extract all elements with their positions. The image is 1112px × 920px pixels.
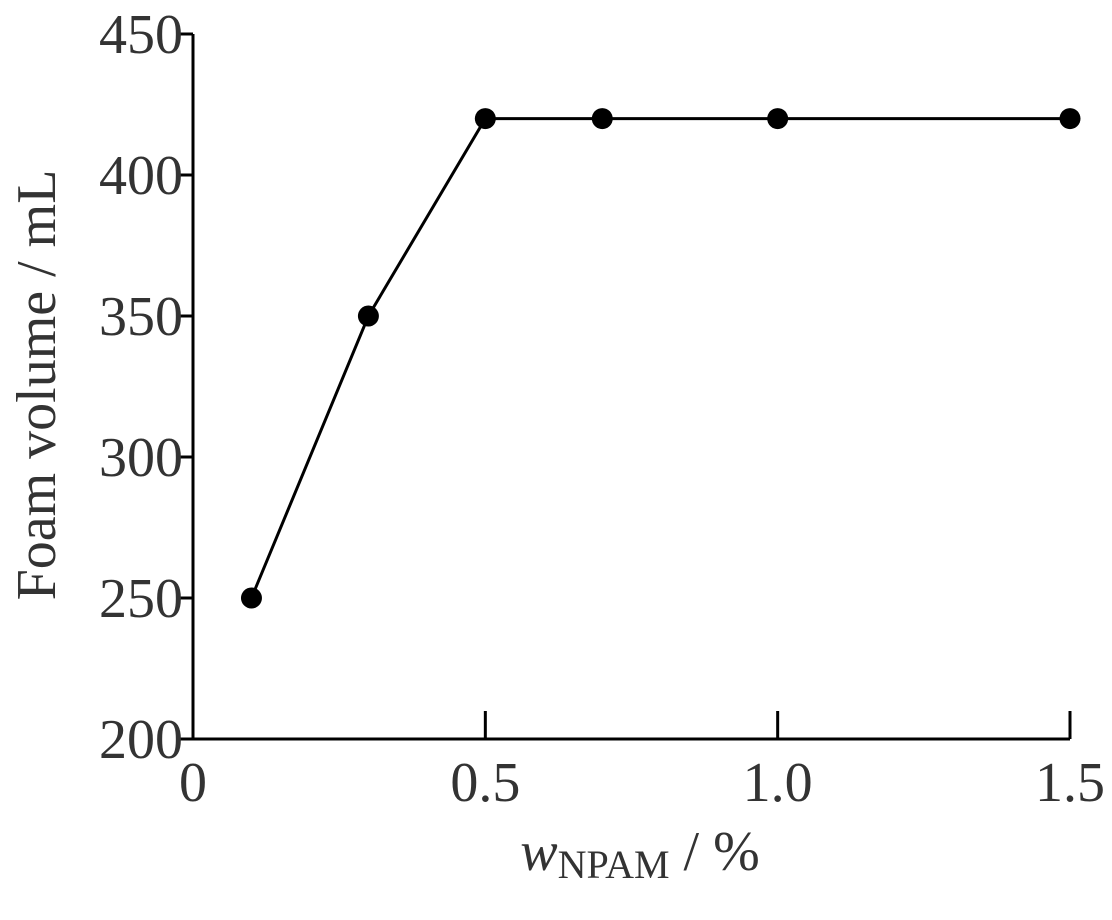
data-point bbox=[474, 108, 496, 130]
y-tick-label: 400 bbox=[99, 145, 183, 207]
data-point bbox=[240, 587, 262, 609]
x-label-subscript: NPAM bbox=[558, 842, 670, 887]
x-axis-label: wNPAM / % bbox=[520, 821, 760, 887]
x-tick-label: 1.5 bbox=[1035, 752, 1105, 814]
x-label-symbol: w bbox=[520, 821, 557, 883]
x-tick-label: 0.5 bbox=[450, 752, 520, 814]
data-point bbox=[767, 108, 789, 130]
y-axis-label: Foam volume / mL bbox=[6, 170, 68, 601]
data-point bbox=[1059, 108, 1081, 130]
x-label-unit: / % bbox=[684, 821, 760, 883]
y-tick-label: 250 bbox=[99, 568, 183, 630]
x-tick-label: 1.0 bbox=[743, 752, 813, 814]
x-tick-label: 0 bbox=[179, 752, 207, 814]
y-tick-label: 450 bbox=[99, 4, 183, 66]
series-line bbox=[250, 117, 1070, 599]
y-tick-label: 350 bbox=[99, 286, 183, 348]
data-point bbox=[357, 305, 379, 327]
axes bbox=[191, 34, 1070, 741]
data-point bbox=[591, 108, 613, 130]
y-tick-label: 300 bbox=[99, 427, 183, 489]
y-tick-label: 200 bbox=[99, 709, 183, 771]
